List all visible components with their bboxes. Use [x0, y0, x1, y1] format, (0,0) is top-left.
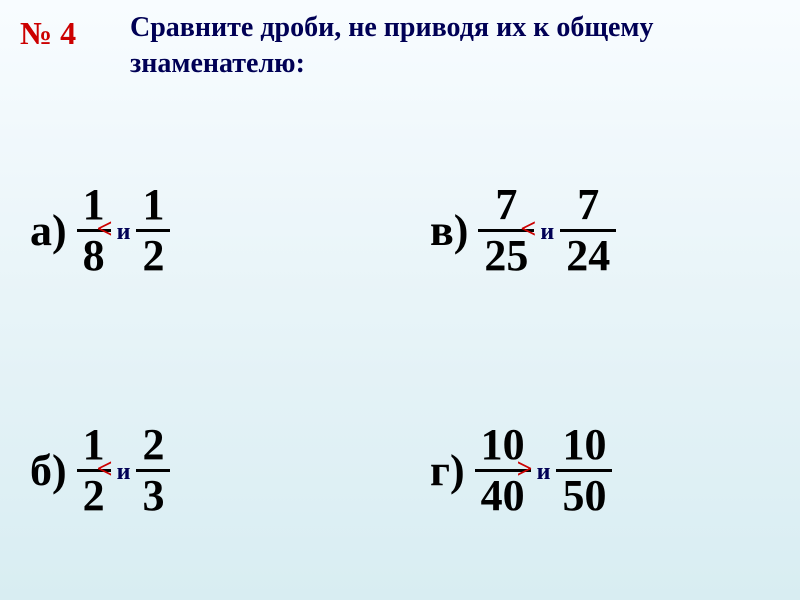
connector-a: и — [117, 219, 131, 246]
fraction-v-2: 7 24 — [560, 183, 616, 278]
denominator: 2 — [136, 232, 170, 278]
numerator: 1 — [136, 183, 170, 229]
numerator: 7 — [571, 183, 605, 229]
problem-g: г) 10 40 > и 10 50 — [430, 380, 800, 560]
numerator: 7 — [489, 183, 523, 229]
instruction-text: Сравните дроби, не приводя их к общему з… — [130, 10, 780, 83]
numerator: 10 — [556, 423, 612, 469]
problem-label-b: б) — [30, 445, 67, 496]
task-number: № 4 — [20, 15, 76, 52]
connector-v: и — [540, 219, 554, 246]
fraction-a-2: 1 2 — [136, 183, 170, 278]
connector-g: и — [537, 459, 551, 486]
comparison-sign-a: < — [97, 214, 113, 246]
problem-b: б) 1 2 < и 2 3 — [30, 380, 410, 560]
problem-label-a: a) — [30, 205, 67, 256]
denominator: 24 — [560, 232, 616, 278]
comparison-sign-v: < — [520, 214, 536, 246]
denominator: 50 — [556, 472, 612, 518]
comparison-sign-b: < — [97, 454, 113, 486]
numerator: 2 — [136, 423, 170, 469]
problems-grid: a) 1 8 < и 1 2 в) 7 25 < и 7 24 б) — [0, 140, 800, 560]
connector-b: и — [117, 459, 131, 486]
problem-a: a) 1 8 < и 1 2 — [30, 140, 410, 320]
denominator: 3 — [136, 472, 170, 518]
problem-label-v: в) — [430, 205, 468, 256]
fraction-b-2: 2 3 — [136, 423, 170, 518]
fraction-g-2: 10 50 — [556, 423, 612, 518]
comparison-sign-g: > — [517, 454, 533, 486]
problem-label-g: г) — [430, 445, 465, 496]
problem-v: в) 7 25 < и 7 24 — [430, 140, 800, 320]
